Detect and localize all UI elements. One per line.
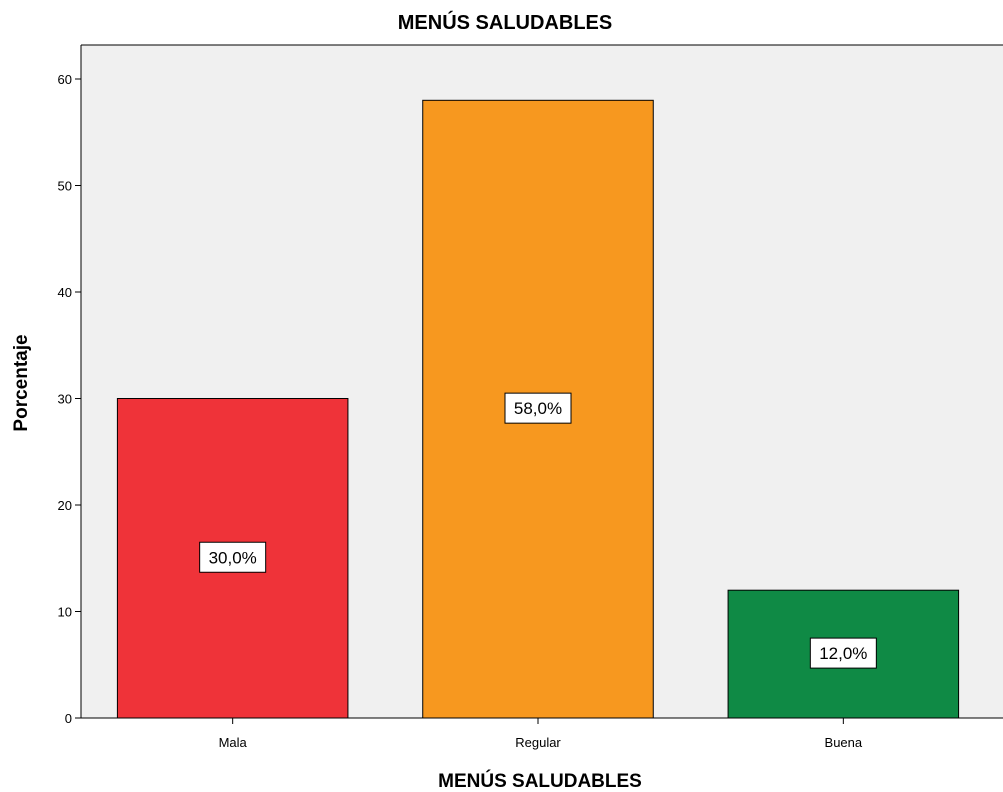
chart-title: MENÚS SALUDABLES — [398, 10, 612, 34]
y-axis-title: Porcentaje — [11, 334, 32, 431]
y-tick-label: 0 — [65, 711, 72, 726]
y-tick-label: 20 — [58, 498, 72, 513]
data-label: 58,0% — [514, 399, 562, 418]
y-tick-label: 50 — [58, 179, 72, 194]
x-tick-label: Mala — [219, 735, 248, 750]
x-tick-label: Buena — [825, 735, 863, 750]
data-label: 12,0% — [819, 644, 867, 663]
y-tick-label: 30 — [58, 392, 72, 407]
data-label: 30,0% — [209, 548, 257, 567]
x-axis-ticks: Mala Regular Buena — [219, 718, 863, 750]
x-axis-title: MENÚS SALUDABLES — [438, 770, 642, 792]
y-tick-label: 10 — [58, 605, 72, 620]
x-tick-label: Regular — [515, 735, 561, 750]
y-axis-ticks: 0 10 20 30 40 50 60 — [58, 72, 81, 726]
y-tick-label: 40 — [58, 285, 72, 300]
y-tick-label: 60 — [58, 72, 72, 87]
